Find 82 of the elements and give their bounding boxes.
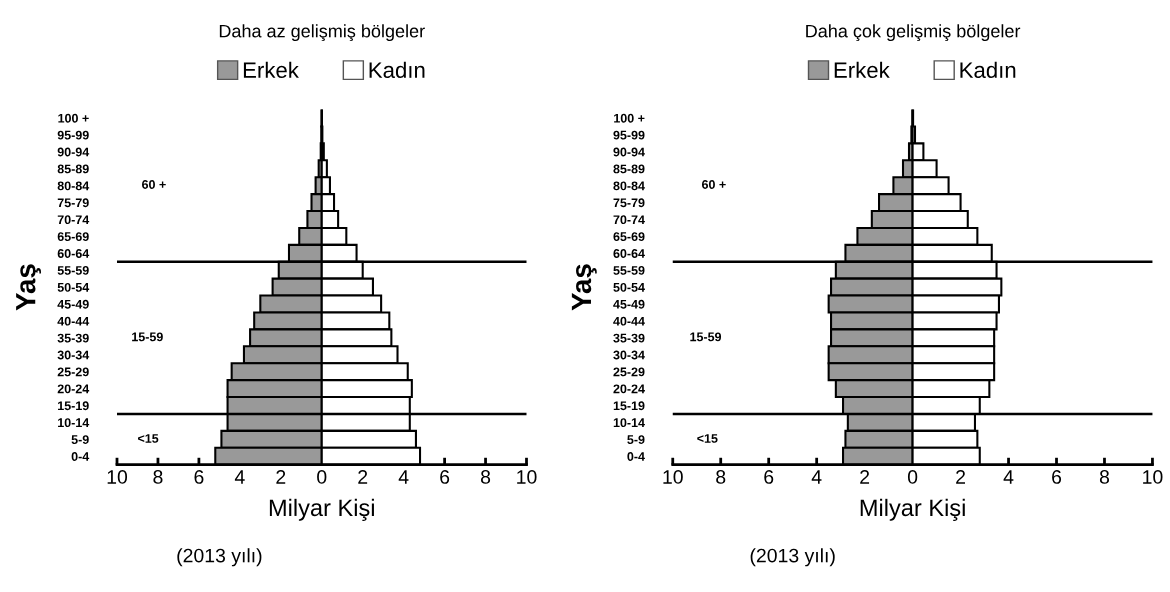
y-tick-label: 100 +: [58, 113, 89, 123]
x-tick-label: 8: [153, 470, 163, 484]
text: (2013 yılı): [750, 548, 835, 567]
y-tick-label: 85-89: [57, 164, 89, 174]
y-tick-label: 65-69: [613, 232, 645, 242]
y-axis-title: Yaş: [16, 264, 41, 311]
y-tick-label: 60-64: [613, 249, 645, 258]
annotation: 15-59: [690, 332, 722, 342]
y-axis-title: Yaş: [571, 264, 597, 311]
x-tick-label: 6: [440, 470, 450, 484]
x-tick-label: 6: [194, 470, 204, 484]
y-tick-label: 65-69: [57, 232, 89, 242]
annotation: <15: [138, 434, 159, 443]
x-tick-label: 6: [764, 470, 774, 484]
y-tick-label: 40-44: [57, 316, 90, 326]
y-tick-label: 15-19: [613, 401, 645, 411]
x-tick-label: 0: [317, 470, 327, 484]
y-tick-label: 75-79: [57, 198, 89, 208]
y-tick-label: 90-94: [57, 147, 90, 157]
x-tick-label: 2: [956, 470, 965, 484]
x-tick-label: 6: [1052, 470, 1062, 484]
y-tick-label: 5-9: [71, 435, 89, 444]
y-tick-label: 45-49: [613, 299, 645, 309]
y-tick-label: 20-24: [613, 384, 645, 394]
x-axis-title: Milyar Kişi: [860, 498, 965, 521]
y-tick-label: 60-64: [57, 249, 90, 258]
y-tick-label: 85-89: [613, 164, 645, 174]
y-tick-label: 50-54: [57, 282, 90, 292]
y-tick-label: 100 +: [614, 113, 645, 123]
y-tick-label: 0-4: [71, 452, 90, 461]
x-tick-label: 2: [276, 470, 286, 484]
x-tick-label: 4: [398, 470, 409, 484]
y-tick-label: 90-94: [613, 147, 645, 157]
x-axis-title: Milyar Kişi: [269, 498, 374, 521]
annotation: 60 +: [142, 180, 166, 189]
y-tick-label: 35-39: [613, 333, 645, 343]
y-tick-label: 55-59: [613, 266, 645, 275]
annotation: 60 +: [701, 180, 726, 189]
y-tick-label: 30-34: [613, 350, 645, 360]
annotation: <15: [697, 434, 718, 443]
y-tick-label: 15-19: [58, 401, 89, 411]
y-tick-label: 25-29: [57, 367, 89, 377]
x-tick-label: 2: [860, 470, 870, 484]
x-tick-label: 4: [234, 470, 245, 484]
y-tick-label: 5-9: [627, 435, 645, 444]
y-tick-label: 95-99: [57, 130, 89, 140]
x-tick-label: 2: [358, 470, 368, 484]
y-tick-label: 70-74: [57, 215, 90, 225]
chart-title: Daha çok gelişmiş bölgeler: [806, 24, 1021, 42]
y-tick-label: 80-84: [57, 181, 90, 191]
x-tick-label: 10: [107, 470, 128, 484]
chart-title: Daha az gelişmiş bölgeler: [219, 24, 425, 42]
text: Kadın: [369, 61, 425, 79]
y-tick-label: 20-24: [57, 384, 90, 394]
y-tick-label: 0-4: [627, 452, 645, 461]
y-tick-label: 80-84: [613, 181, 645, 191]
y-tick-label: 40-44: [613, 316, 645, 326]
y-tick-label: 25-29: [613, 367, 645, 377]
y-tick-label: 55-59: [57, 266, 89, 275]
x-tick-label: 8: [716, 470, 726, 484]
x-tick-label: 8: [1099, 470, 1110, 484]
y-tick-label: 50-54: [613, 282, 645, 292]
y-tick-label: 35-39: [57, 333, 89, 343]
text: Kadın: [960, 61, 1016, 79]
x-tick-label: 4: [1003, 470, 1014, 484]
y-tick-label: 30-34: [57, 350, 90, 360]
x-tick-label: 10: [517, 470, 537, 484]
y-tick-label: 95-99: [613, 130, 645, 140]
y-tick-label: 70-74: [613, 215, 645, 225]
x-tick-label: 8: [480, 470, 491, 484]
legend-label: Erkek: [243, 61, 299, 79]
y-tick-label: 10-14: [58, 418, 90, 428]
annotation: 15-59: [132, 332, 163, 342]
legend-label: Erkek: [834, 61, 890, 79]
x-tick-label: 10: [663, 470, 683, 484]
x-tick-label: 0: [907, 470, 918, 484]
x-tick-label: 4: [811, 470, 822, 484]
x-tick-label: 10: [1143, 470, 1163, 484]
y-tick-label: 10-14: [613, 418, 645, 428]
text: (2013 yılı): [177, 548, 262, 567]
y-tick-label: 75-79: [613, 198, 645, 208]
y-tick-label: 45-49: [57, 299, 89, 309]
